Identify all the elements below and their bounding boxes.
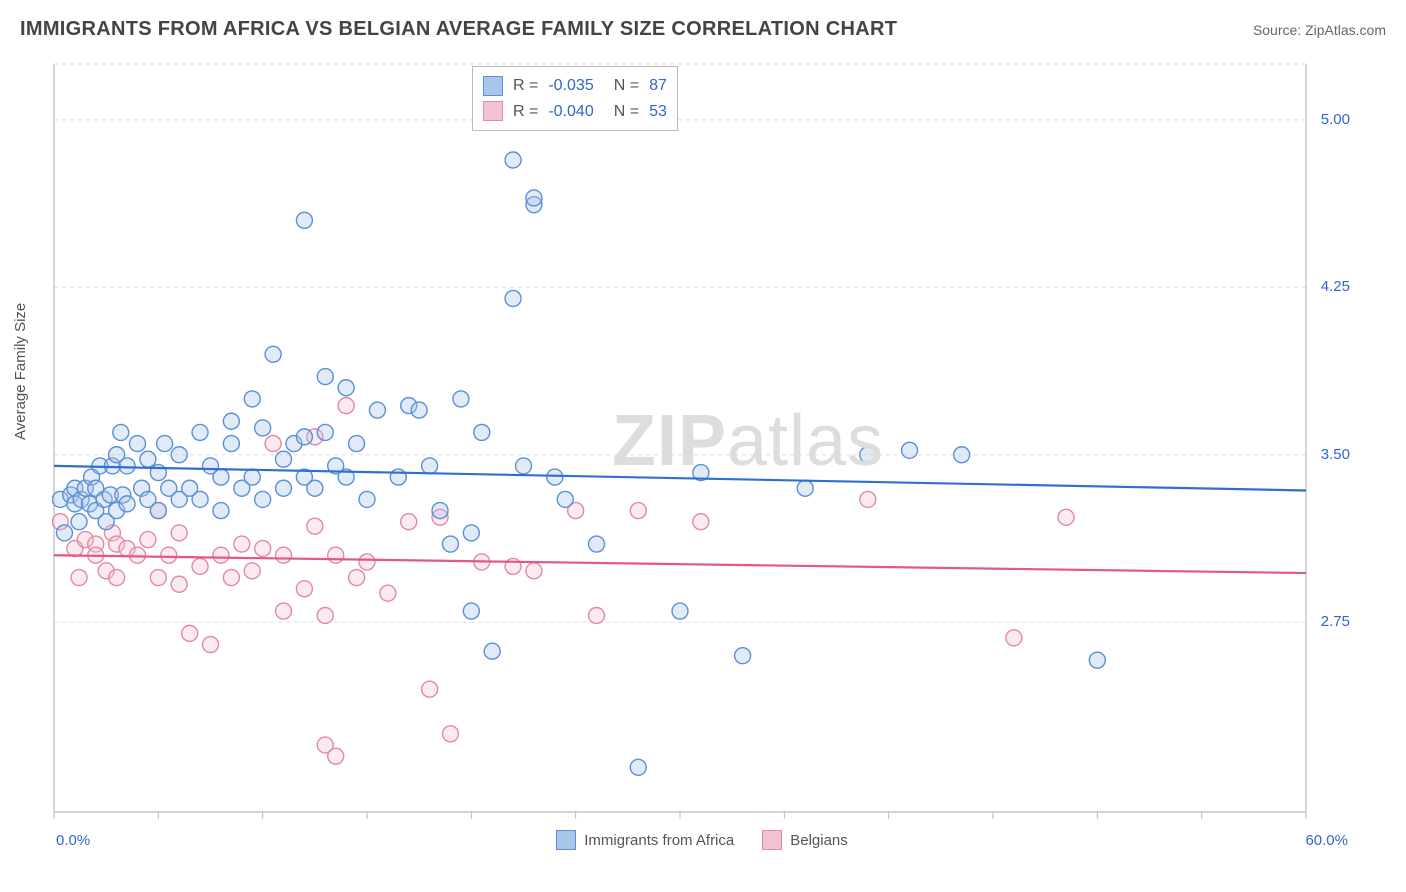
legend-r-value: -0.035 — [548, 73, 593, 99]
y-tick-label: 4.25 — [1310, 278, 1350, 295]
source-name: ZipAtlas.com — [1305, 22, 1386, 38]
legend-swatch — [483, 76, 503, 96]
header-bar: IMMIGRANTS FROM AFRICA VS BELGIAN AVERAG… — [20, 18, 1386, 41]
legend-r-label: R = — [513, 73, 538, 99]
legend-row-belgians: R = -0.040 N = 53 — [483, 99, 667, 125]
y-tick-label: 2.75 — [1310, 613, 1350, 630]
legend-swatch — [762, 830, 782, 850]
legend-n-label: N = — [614, 73, 639, 99]
scatter-chart — [52, 60, 1352, 820]
chart-title: IMMIGRANTS FROM AFRICA VS BELGIAN AVERAG… — [20, 18, 897, 41]
bottom-legend: Immigrants from Africa Belgians — [52, 830, 1352, 854]
legend-r-value: -0.040 — [548, 99, 593, 125]
bottom-legend-item: Immigrants from Africa — [556, 830, 734, 850]
bottom-legend-item: Belgians — [762, 830, 848, 850]
y-tick-label: 5.00 — [1310, 111, 1350, 128]
legend-label: Belgians — [790, 832, 848, 849]
y-tick-label: 3.50 — [1310, 446, 1350, 463]
chart-container: ZIPatlas R =-0.035N =87R =-0.040N =53 2.… — [52, 60, 1352, 820]
legend-n-label: N = — [614, 99, 639, 125]
legend-row-africa: R = -0.035 N = 87 — [483, 73, 667, 99]
legend-n-value: 53 — [649, 99, 667, 125]
legend-swatch — [556, 830, 576, 850]
legend-n-value: 87 — [649, 73, 667, 99]
source-credit: Source: ZipAtlas.com — [1253, 22, 1386, 38]
legend-swatch — [483, 101, 503, 121]
legend-r-label: R = — [513, 99, 538, 125]
source-prefix: Source: — [1253, 22, 1305, 38]
correlation-legend-box: R = -0.035 N = 87 R = -0.040 N = 53 — [472, 66, 678, 131]
legend-label: Immigrants from Africa — [584, 832, 734, 849]
y-axis-label: Average Family Size — [12, 303, 29, 440]
